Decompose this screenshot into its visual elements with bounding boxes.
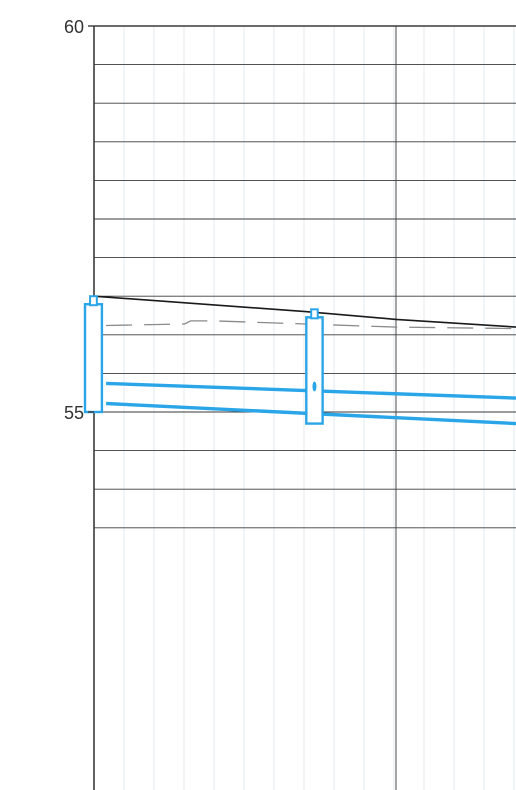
manhole-shaft bbox=[83, 303, 104, 414]
series-line-solid-black bbox=[93, 295, 516, 328]
major-grid bbox=[93, 25, 516, 790]
manhole-cover bbox=[310, 308, 319, 320]
y-axis bbox=[88, 25, 94, 413]
manhole-cover bbox=[89, 295, 98, 307]
tick-label-55: 55 bbox=[64, 403, 84, 423]
tick-label-60: 60 bbox=[64, 17, 84, 37]
y-tick-labels: 60 55 bbox=[64, 17, 84, 423]
series-line-dashed-gray bbox=[106, 320, 516, 330]
manhole-layer bbox=[83, 295, 324, 425]
manhole-shaft bbox=[305, 316, 324, 425]
manhole-marker bbox=[312, 381, 317, 392]
